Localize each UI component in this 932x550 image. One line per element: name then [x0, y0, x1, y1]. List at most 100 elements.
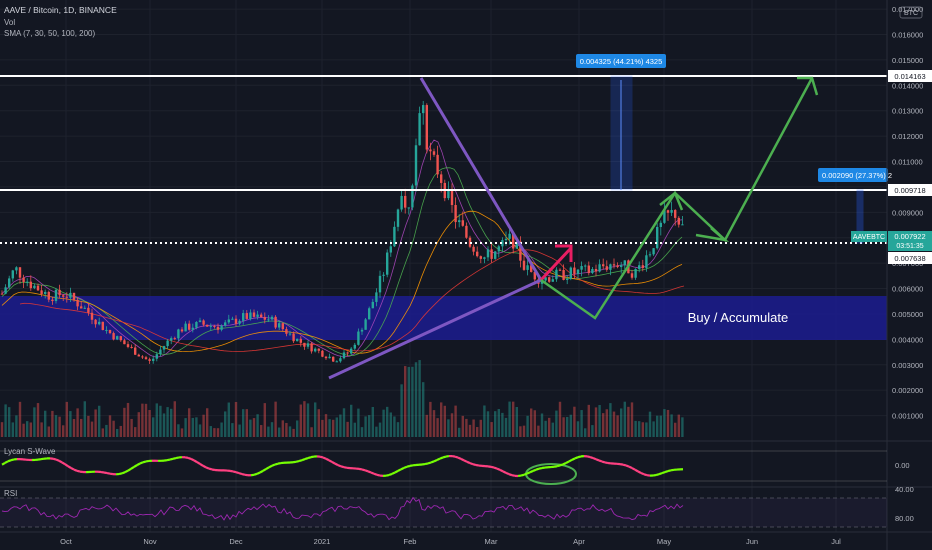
- volume-bar: [18, 401, 22, 437]
- volume-bar: [616, 415, 619, 437]
- candle-body: [123, 340, 126, 345]
- symbol-tag: AAVEBTC: [853, 234, 885, 241]
- candle-body: [281, 323, 284, 330]
- swave-segment: [457, 456, 462, 460]
- rsi-pane: [0, 496, 887, 528]
- candle-body: [418, 113, 421, 146]
- vol-label[interactable]: Vol: [4, 18, 15, 27]
- candle-body: [360, 329, 364, 332]
- volume-bar: [414, 362, 418, 437]
- swave-segment: [121, 471, 126, 475]
- candle-body: [494, 251, 497, 259]
- volume-bar: [15, 415, 18, 437]
- candle-body: [198, 320, 202, 322]
- volume-bar: [209, 426, 212, 437]
- volume-bar: [191, 417, 194, 437]
- swave-segment: [436, 457, 441, 461]
- candle-body: [148, 359, 151, 361]
- volume-bar: [540, 413, 544, 437]
- measure-label-big-bg: [576, 54, 666, 68]
- time-axis[interactable]: Oct Nov Dec 2021 Feb Mar Apr May Jun Jul: [60, 537, 841, 546]
- candle-body: [630, 273, 634, 278]
- swave-segment: [271, 463, 276, 467]
- swave-segment: [52, 457, 57, 461]
- volume-bar: [364, 416, 367, 437]
- volume-bar: [238, 424, 241, 437]
- pink-arrow-head: [555, 244, 573, 262]
- volume-bar: [551, 422, 554, 437]
- buy-accumulate-text: Buy / Accumulate: [688, 310, 788, 325]
- candle-body: [573, 267, 576, 274]
- swave-segment: [568, 458, 573, 463]
- candle-body: [90, 312, 94, 320]
- swave-segment: [601, 460, 606, 464]
- candle-body: [551, 279, 554, 282]
- volume-bar: [339, 414, 342, 437]
- candle-body: [429, 149, 432, 152]
- candle-body: [58, 289, 61, 296]
- purple-uptrend-line: [328, 278, 542, 380]
- swave-segment: [130, 466, 135, 470]
- swave-segment: [169, 457, 174, 461]
- candle-body: [504, 238, 508, 241]
- candle-body: [342, 352, 346, 359]
- volume-bar: [674, 422, 677, 437]
- swave-segment: [265, 466, 270, 471]
- volume-bar: [476, 427, 479, 437]
- price-tick-label: 0.011000: [892, 158, 923, 167]
- swave-segment: [373, 472, 378, 476]
- candle-body: [544, 277, 547, 281]
- candle-body: [252, 312, 256, 317]
- symbol-header[interactable]: AAVE / Bitcoin, 1D, BINANCE: [4, 5, 117, 15]
- candle-body: [231, 318, 234, 320]
- candle-body: [519, 241, 522, 261]
- swave-segment: [235, 471, 240, 475]
- swave-tick: 0.00: [895, 461, 910, 470]
- countdown-tag: 03:51:35: [896, 243, 923, 250]
- grid: [0, 0, 887, 532]
- volume-bar: [522, 425, 526, 437]
- volume-bar: [296, 420, 299, 437]
- volume-bar: [562, 417, 565, 437]
- sma-line: [1, 139, 683, 358]
- swave-segment: [232, 470, 237, 474]
- volume-bar: [663, 409, 666, 437]
- volume-bar: [54, 415, 58, 437]
- volume-bar: [346, 421, 349, 437]
- pink-arrow: [539, 246, 573, 282]
- candle-body: [432, 151, 436, 155]
- candle-body: [580, 266, 583, 270]
- candle-body: [170, 338, 173, 341]
- swave-segment: [430, 460, 435, 464]
- swave-segment: [262, 468, 267, 472]
- volume-bar: [494, 411, 497, 437]
- swave-segment: [4, 460, 9, 464]
- swave-segment: [472, 463, 477, 467]
- candle-body: [40, 290, 43, 294]
- candle-body: [11, 270, 14, 279]
- volume-bar: [123, 407, 126, 437]
- swave-segment: [589, 455, 594, 460]
- volume-bar: [569, 414, 572, 437]
- swave-segment: [394, 469, 399, 474]
- candle-body: [18, 267, 22, 278]
- price-tick-label: 0.005000: [892, 310, 923, 319]
- price-tick-label: 0.017000: [892, 5, 923, 14]
- price-axis[interactable]: 0.017000 0.016000 0.015000 0.014000 0.013000…: [892, 5, 923, 421]
- volume-bar: [170, 408, 173, 437]
- candle-body: [177, 329, 180, 339]
- volume-bar: [220, 422, 223, 437]
- volume-bar: [386, 406, 389, 437]
- swave-segment: [664, 470, 669, 474]
- swave-segment: [640, 471, 645, 476]
- volume-bar: [591, 425, 594, 437]
- candle-body: [656, 226, 659, 249]
- candle-body: [317, 348, 320, 351]
- swave-segment: [310, 455, 315, 459]
- sma-label[interactable]: SMA (7, 30, 50, 100, 200): [4, 29, 96, 38]
- volume-bar: [130, 418, 133, 437]
- swave-segment: [136, 462, 141, 467]
- candle-body: [26, 281, 29, 283]
- candle-body: [0, 293, 4, 295]
- swave-segment: [388, 472, 393, 477]
